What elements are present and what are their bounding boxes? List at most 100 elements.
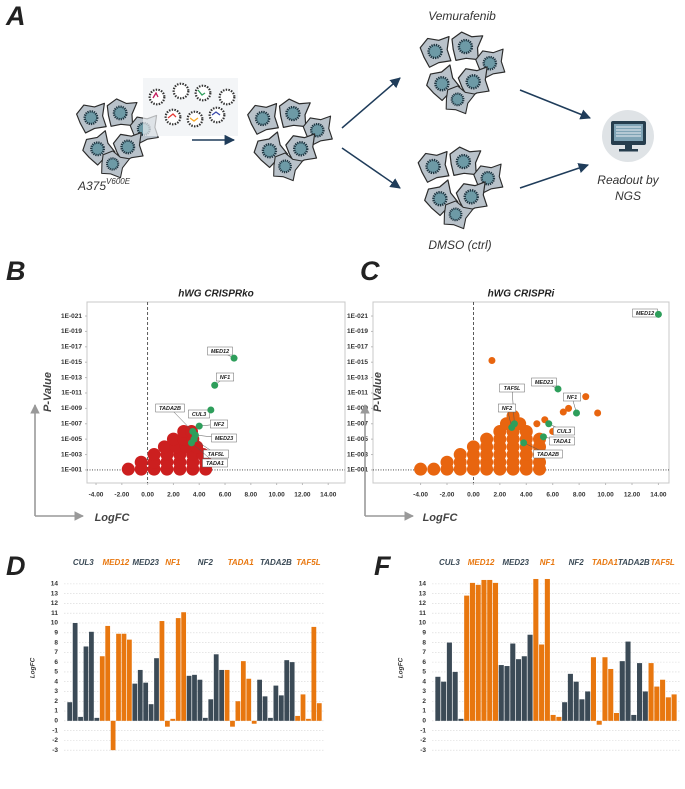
label-box xyxy=(549,436,575,446)
point xyxy=(440,455,454,469)
point xyxy=(211,381,219,389)
panel-label: D xyxy=(6,551,26,581)
y-tick-label: 5 xyxy=(54,669,58,676)
label-box xyxy=(210,419,228,429)
bar xyxy=(105,625,111,721)
bar xyxy=(654,686,660,721)
y-tick-label: 1E-007 xyxy=(61,420,82,427)
legend-label: TAF5L xyxy=(650,558,674,567)
x-tick-label: 10.00 xyxy=(268,492,285,499)
bar xyxy=(550,714,556,721)
y-tick-label: 1E-019 xyxy=(347,328,368,335)
x-tick-label: -4.00 xyxy=(89,492,104,499)
bar xyxy=(556,716,562,721)
y-tick-label: 1E-021 xyxy=(347,313,368,320)
arrow xyxy=(341,147,401,189)
bar xyxy=(246,678,252,721)
bar xyxy=(127,639,132,721)
bar xyxy=(504,666,510,721)
bar xyxy=(602,657,608,721)
bar xyxy=(539,644,545,721)
point xyxy=(582,393,590,401)
y-tick-label: 2 xyxy=(54,698,58,705)
panel-label: F xyxy=(374,551,392,581)
control-label: DMSO (ctrl) xyxy=(428,238,491,252)
y-tick-label: 9 xyxy=(422,629,426,636)
bar xyxy=(487,579,493,721)
point xyxy=(533,420,541,428)
panel-label: C xyxy=(360,256,380,286)
legend-label: MED12 xyxy=(102,558,129,567)
cell-line-name: A375 xyxy=(77,179,106,193)
y-axis-title: LogFC xyxy=(30,657,37,678)
gene-label: NF1 xyxy=(220,375,230,381)
arrow xyxy=(341,77,401,129)
label-box xyxy=(533,449,563,459)
bar xyxy=(435,676,441,721)
x-tick-label: 2.00 xyxy=(494,492,507,499)
y-tick-label: 1E-019 xyxy=(61,328,82,335)
bar xyxy=(240,661,246,721)
bar xyxy=(154,658,159,721)
legend-label: NF1 xyxy=(165,558,181,567)
bar xyxy=(181,612,187,721)
point xyxy=(157,440,171,454)
label-box xyxy=(211,433,237,443)
sequencer-icon xyxy=(602,110,654,162)
bar xyxy=(143,682,149,721)
point xyxy=(207,406,215,414)
bar xyxy=(567,673,573,721)
x-tick-label: 4.00 xyxy=(193,492,206,499)
gene-label: TAF5L xyxy=(208,452,225,458)
point xyxy=(573,409,580,417)
bar xyxy=(316,703,322,721)
label-box xyxy=(499,383,525,393)
readout-label: NGS xyxy=(615,189,641,203)
bar xyxy=(516,659,522,721)
y-tick-label: 1E-009 xyxy=(61,405,82,412)
y-tick-label: 1E-005 xyxy=(61,436,82,443)
y-tick-label: 3 xyxy=(54,688,58,695)
label-box xyxy=(498,403,516,413)
x-axis-title: LogFC xyxy=(95,512,131,524)
y-tick-label: 4 xyxy=(422,678,426,685)
point xyxy=(230,354,238,362)
bar xyxy=(89,631,94,721)
x-tick-label: 6.00 xyxy=(546,492,559,499)
legend-label: MED12 xyxy=(468,558,495,567)
point xyxy=(121,462,135,476)
point xyxy=(539,433,547,441)
gene-label: CUL3 xyxy=(192,412,206,418)
gene-label: NF1 xyxy=(567,395,577,401)
bar xyxy=(671,694,677,721)
bar xyxy=(116,633,121,721)
point xyxy=(520,439,528,447)
gene-label: MED12 xyxy=(211,349,229,355)
gene-label: TADA1 xyxy=(553,439,571,445)
bar xyxy=(273,685,279,721)
point xyxy=(559,408,567,416)
bar xyxy=(300,694,306,721)
y-tick-label: 1E-013 xyxy=(347,374,368,381)
legend-label: MED23 xyxy=(502,558,529,567)
point xyxy=(147,448,161,462)
bar xyxy=(579,699,585,721)
chart-title: hWG CRISPRko xyxy=(178,289,254,300)
cell-cluster xyxy=(248,95,333,185)
panel-label: A xyxy=(5,1,26,31)
y-tick-label: 1E-017 xyxy=(347,344,368,351)
x-tick-label: 2.00 xyxy=(167,492,180,499)
cell-cluster xyxy=(418,143,503,233)
bar xyxy=(648,663,654,721)
x-tick-label: -2.00 xyxy=(114,492,129,499)
y-tick-label: -2 xyxy=(420,737,426,744)
y-tick-label: 13 xyxy=(419,590,427,597)
bar xyxy=(78,716,83,721)
y-tick-label: -2 xyxy=(52,737,58,744)
label-box xyxy=(202,458,228,468)
bar xyxy=(175,618,181,721)
bar xyxy=(631,714,637,721)
bar xyxy=(590,657,596,721)
legend-label: TADA2B xyxy=(260,558,292,567)
